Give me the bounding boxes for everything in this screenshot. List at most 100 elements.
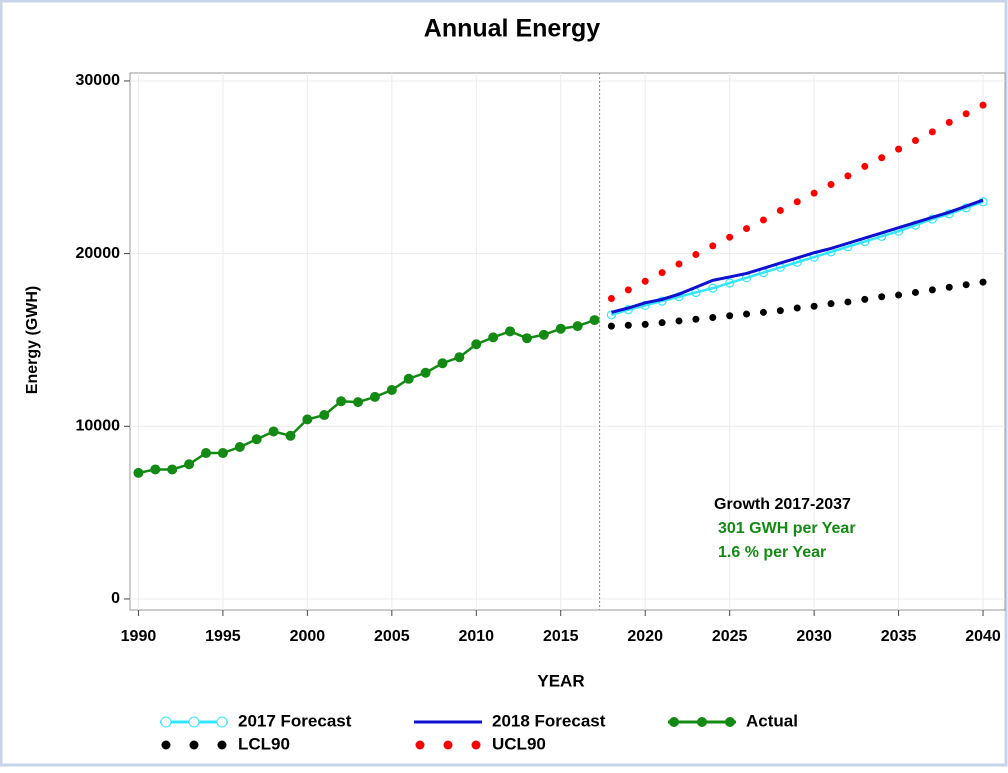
data-point: [810, 189, 818, 197]
data-point: [692, 315, 700, 323]
legend-marker: [415, 740, 425, 750]
x-tick-label: 2010: [458, 628, 494, 645]
x-tick-label: 1990: [121, 628, 157, 645]
data-point: [167, 464, 178, 475]
data-point: [743, 310, 751, 318]
legend-marker: [189, 740, 199, 750]
data-point: [555, 323, 566, 334]
legend-label: Actual: [746, 711, 798, 730]
legend-item: LCL90: [161, 734, 290, 753]
data-point: [471, 339, 482, 350]
legend-marker: [697, 717, 707, 727]
data-point: [302, 414, 313, 425]
data-point: [725, 278, 735, 288]
annotation: 1.6 % per Year: [718, 544, 826, 561]
data-point: [979, 278, 987, 286]
x-tick-label: 2015: [543, 628, 579, 645]
data-point: [844, 298, 852, 306]
data-point: [285, 430, 296, 441]
series-line: [611, 200, 984, 317]
data-point: [420, 367, 431, 378]
data-point: [759, 216, 767, 224]
data-point: [675, 317, 683, 325]
data-point: [793, 304, 801, 312]
data-point: [336, 396, 347, 407]
data-point: [827, 181, 835, 189]
x-tick-label: 1995: [205, 628, 241, 645]
series-line: [611, 198, 984, 314]
legend-marker: [160, 716, 172, 728]
data-point: [810, 302, 818, 310]
legend-item: UCL90: [415, 734, 546, 753]
legend-label: 2018 Forecast: [492, 711, 606, 730]
data-point: [945, 118, 953, 126]
y-tick-label: 30000: [76, 72, 121, 89]
data-point: [607, 322, 615, 330]
data-point: [928, 128, 936, 136]
legend-item: 2017 Forecast: [160, 711, 352, 730]
data-point: [369, 391, 380, 402]
data-point: [726, 312, 734, 320]
data-point: [878, 293, 886, 301]
plot-background: [129, 72, 1006, 611]
data-point: [217, 448, 228, 459]
data-point: [403, 373, 414, 384]
data-point: [776, 206, 784, 214]
data-point: [658, 319, 666, 327]
data-point: [386, 385, 397, 396]
data-point: [692, 250, 700, 258]
data-point: [521, 333, 532, 344]
data-point: [743, 225, 751, 233]
legend-item: 2018 Forecast: [414, 711, 606, 730]
chart-title: Annual Energy: [424, 15, 601, 43]
annotation: Growth 2017-2037: [714, 496, 851, 513]
legend-item: Actual: [668, 711, 798, 730]
legend-label: UCL90: [492, 734, 546, 753]
data-point: [133, 467, 144, 478]
data-point: [895, 291, 903, 299]
data-point: [624, 286, 632, 294]
legend-marker: [471, 740, 481, 750]
annotation: 301 GWH per Year: [718, 520, 856, 537]
data-point: [184, 459, 195, 470]
data-point: [589, 315, 600, 326]
data-point: [962, 281, 970, 289]
data-point: [234, 442, 245, 453]
x-tick-label: 2000: [290, 628, 326, 645]
data-point: [572, 321, 583, 332]
data-point: [911, 288, 919, 296]
legend-marker: [217, 740, 227, 750]
data-point: [709, 313, 717, 321]
data-point: [268, 426, 279, 437]
data-point: [675, 260, 683, 268]
legend-marker: [443, 740, 453, 750]
data-point: [488, 332, 499, 343]
data-point: [726, 233, 734, 241]
data-point: [437, 358, 448, 369]
y-tick-label: 10000: [76, 417, 121, 434]
legend-marker: [188, 716, 200, 728]
data-point: [911, 137, 919, 145]
data-point: [319, 410, 330, 421]
data-point: [505, 326, 516, 337]
legend-marker: [725, 717, 735, 727]
data-point: [607, 295, 615, 303]
series-line: [138, 318, 595, 475]
y-tick-label: 20000: [76, 245, 121, 262]
data-point: [776, 307, 784, 315]
data-point: [658, 269, 666, 277]
data-point: [641, 277, 649, 285]
data-point: [945, 283, 953, 291]
data-point: [878, 154, 886, 162]
data-point: [928, 286, 936, 294]
x-axis-label: YEAR: [537, 671, 584, 690]
data-point: [861, 162, 869, 170]
data-point: [962, 110, 970, 118]
x-tick-label: 2020: [627, 628, 663, 645]
data-point: [251, 434, 262, 445]
data-point: [827, 300, 835, 308]
legend-label: LCL90: [238, 734, 290, 753]
data-point: [454, 352, 465, 363]
data-point: [793, 198, 801, 206]
